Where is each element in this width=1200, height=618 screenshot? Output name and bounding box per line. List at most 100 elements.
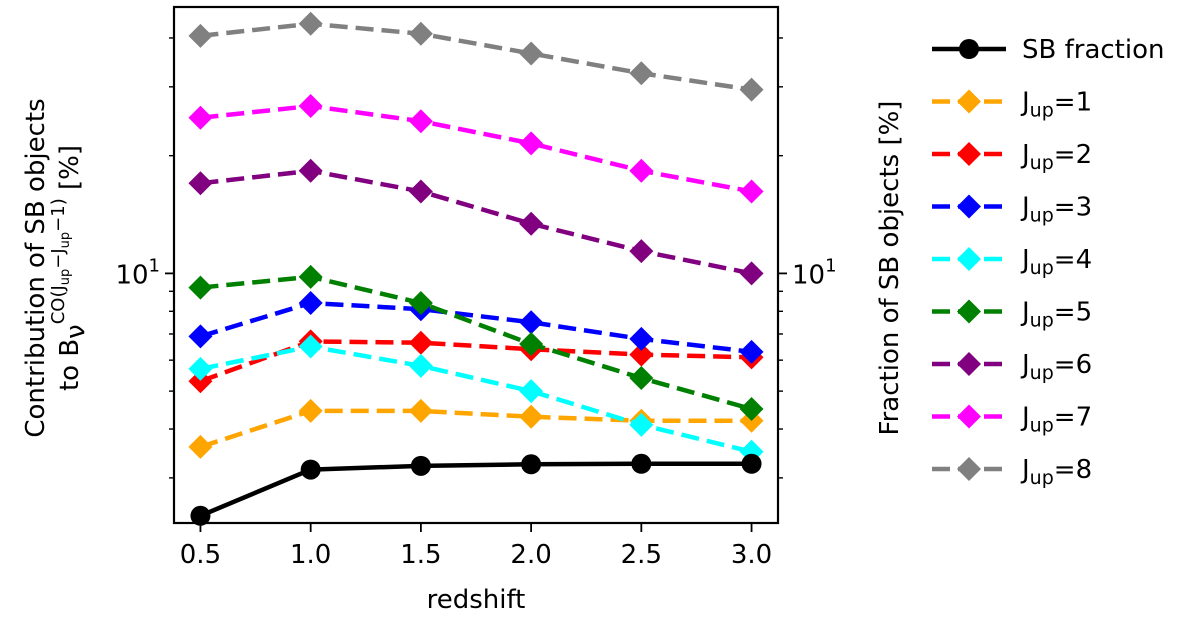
x-tick-label: 2.5 <box>621 540 662 570</box>
series-line <box>199 300 752 355</box>
legend-entry: Jup=3 <box>932 193 1092 227</box>
series-line <box>200 21 752 92</box>
data-point <box>519 310 544 335</box>
data-point <box>521 454 542 475</box>
data-point <box>188 23 213 48</box>
y-major-tick-label-right: 101 <box>792 255 837 290</box>
legend-marker <box>959 39 979 59</box>
legend-entry: Jup=6 <box>932 350 1092 384</box>
legend-entry: Jup=4 <box>932 245 1092 279</box>
legend-label: Jup=5 <box>1020 298 1092 332</box>
data-point <box>298 264 323 289</box>
data-point <box>629 342 654 367</box>
series-line <box>200 274 753 412</box>
legend-label: Jup=7 <box>1020 403 1092 437</box>
legend-entry: SB fraction <box>932 35 1164 65</box>
data-point <box>629 158 654 183</box>
data-point <box>298 334 323 359</box>
data-point <box>408 21 433 46</box>
legend-label: SB fraction <box>1022 35 1164 65</box>
x-tick-label: 1.5 <box>400 540 441 570</box>
data-point <box>629 412 654 437</box>
series-line <box>199 408 752 450</box>
x-tick-label: 2.0 <box>510 540 551 570</box>
x-tick-label: 0.5 <box>180 540 221 570</box>
legend-marker <box>957 352 981 376</box>
data-point <box>188 369 213 394</box>
series-sb-fraction <box>190 453 762 526</box>
data-point <box>408 330 433 355</box>
data-point <box>519 379 544 404</box>
series-line <box>200 344 753 454</box>
y-axis-ticks <box>165 37 787 479</box>
legend-marker <box>957 457 981 481</box>
legend-label: Jup=4 <box>1020 245 1092 279</box>
data-point <box>190 505 211 526</box>
legend-entry: Jup=5 <box>932 298 1092 332</box>
data-point <box>300 459 321 480</box>
legend: SB fraction Jup=1 Jup=2 Jup=3 Jup=4 Jup=5 Jup=… <box>932 35 1164 489</box>
legend-marker <box>957 194 981 219</box>
data-point <box>298 93 323 118</box>
x-axis-ticks: 0.5 1.0 1.5 2.0 2.5 3.0 <box>180 523 772 570</box>
data-point <box>188 324 213 349</box>
x-axis-label: redshift <box>427 585 526 615</box>
data-point <box>408 291 433 316</box>
y-major-tick-label-left: 101 <box>115 255 160 290</box>
data-point <box>519 211 544 236</box>
x-tick-label: 3.0 <box>731 540 772 570</box>
legend-entry: Jup=7 <box>932 403 1092 437</box>
legend-label: Jup=1 <box>1020 88 1092 122</box>
data-point <box>408 398 433 423</box>
data-point <box>408 353 433 378</box>
data-point <box>741 453 762 474</box>
data-point <box>739 179 764 204</box>
data-point <box>519 404 544 429</box>
data-point <box>408 109 433 134</box>
legend-marker <box>957 142 981 166</box>
y-axis-label-left-line2: to BνCO(Jup−Jup−1) [%] <box>48 145 91 391</box>
series-jup-1 <box>188 398 764 459</box>
data-point <box>519 41 544 66</box>
series-jup-8 <box>188 11 764 102</box>
legend-label: Jup=8 <box>1020 455 1092 489</box>
data-point <box>188 434 213 459</box>
data-point <box>188 171 213 196</box>
data-point <box>188 105 213 130</box>
data-point <box>739 77 764 102</box>
data-point <box>629 239 654 264</box>
data-point <box>188 275 213 300</box>
series-jup-6 <box>188 158 764 286</box>
x-tick-label: 1.0 <box>290 540 331 570</box>
data-point <box>519 131 544 156</box>
series-line <box>200 103 752 194</box>
data-point <box>739 261 764 286</box>
data-point <box>519 331 544 356</box>
series-jup-7 <box>188 93 764 204</box>
legend-label: Jup=6 <box>1020 350 1092 384</box>
data-point <box>410 455 431 476</box>
legend-marker <box>957 299 981 324</box>
legend-marker <box>957 404 981 429</box>
data-point <box>629 366 654 391</box>
series-line <box>199 339 752 384</box>
data-point <box>298 158 323 183</box>
y-axis-label-right: Fraction of SB objects [%] <box>875 101 905 436</box>
legend-entry: Jup=2 <box>932 140 1092 174</box>
data-point <box>739 339 764 364</box>
legend-entry: Jup=1 <box>932 88 1092 122</box>
series-layer <box>188 11 764 526</box>
legend-marker <box>957 89 981 114</box>
series-line <box>200 168 752 276</box>
data-point <box>298 398 323 423</box>
series-jup-3 <box>188 291 764 364</box>
legend-label: Jup=3 <box>1020 193 1092 227</box>
legend-entry: Jup=8 <box>932 455 1092 489</box>
data-point <box>629 61 654 86</box>
y-axis-label-left: Contribution of SB objects to BνCO(Jup−J… <box>21 98 91 437</box>
series-jup-2 <box>188 329 764 394</box>
data-point <box>408 179 433 204</box>
plot-frame <box>172 5 780 525</box>
legend-label: Jup=2 <box>1020 140 1092 174</box>
